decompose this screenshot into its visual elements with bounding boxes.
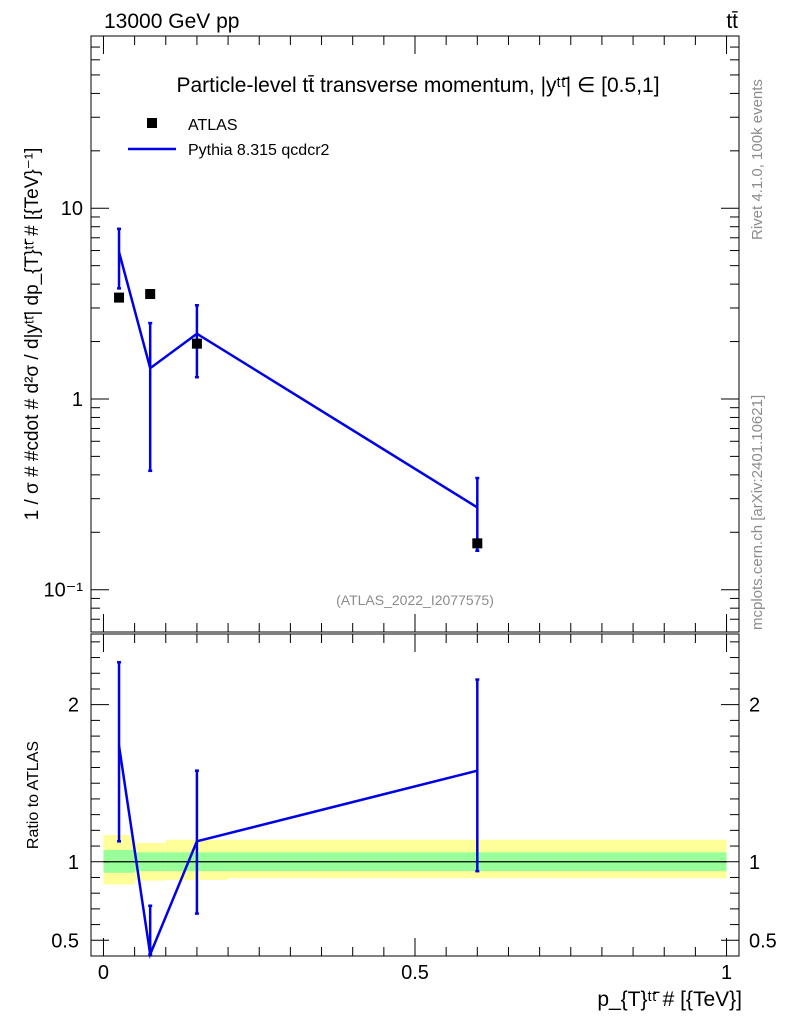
ratio-y-tick-label-left: 1	[68, 852, 79, 874]
x-axis-label: p_{T}ᵗᵗ̄ # [{TeV}]	[597, 988, 742, 1011]
ratio-plot-marks	[117, 661, 480, 960]
analysis-id: (ATLAS_2022_I2077575)	[336, 592, 494, 608]
ratio-frame	[90, 633, 740, 957]
ratio-tick-marks	[91, 634, 739, 957]
atlas-data-point	[191, 338, 202, 349]
ratio-y-tick-label-right: 1	[749, 852, 760, 874]
main-y-tick-label: 10⁻¹	[44, 580, 84, 602]
process-label: tt̄	[726, 10, 738, 33]
energy-label: 13000 GeV pp	[104, 10, 239, 33]
main-plot-marks	[114, 227, 483, 553]
mc-series-line	[117, 251, 478, 509]
ratio-panel: 0.5 0.5 1 1 2 2 0 0.5 1 Ratio to ATLAS p_{T}ᵗᵗ̄ …	[25, 633, 777, 1011]
ratio-y-tick-label-right: 2	[749, 695, 760, 717]
ratio-x-tick-label: 0.5	[401, 962, 429, 984]
ratio-y-axis-label: Ratio to ATLAS	[25, 741, 42, 849]
main-y-tick-label: 10	[61, 198, 83, 220]
legend-pythia-label: Pythia 8.315 qcdcr2	[188, 142, 330, 159]
main-y-tick-label: 1	[72, 389, 83, 411]
legend: ATLAS Pythia 8.315 qcdcr2	[128, 117, 330, 159]
main-panel: 10⁻¹ 1 10 Particle-level tt̄ transverse mo…	[22, 35, 740, 633]
ratio-y-tick-label-left: 0.5	[51, 930, 79, 952]
atlas-data-point	[114, 292, 125, 303]
ratio-series-line	[117, 745, 478, 960]
ratio-y-tick-label-right: 0.5	[749, 930, 777, 952]
mcplots-label: mcplots.cern.ch [arXiv:2401.10621]	[749, 395, 766, 630]
main-y-axis-label: 1 / σ # #cdot # d²σ / d|yᵗᵗ̄| dp_{T}ᵗᵗ̄ …	[22, 148, 43, 521]
legend-atlas-marker	[147, 118, 157, 128]
legend-atlas-label: ATLAS	[188, 117, 238, 134]
ratio-y-tick-label-left: 2	[68, 695, 79, 717]
rivet-label: Rivet 4.1.0, 100k events	[749, 79, 766, 240]
atlas-data-point	[145, 289, 156, 300]
ratio-tick-labels: 0.5 0.5 1 1 2 2 0 0.5 1	[51, 695, 777, 984]
ratio-x-tick-label: 0	[98, 962, 109, 984]
ratio-x-tick-label: 1	[721, 962, 732, 984]
atlas-data-point	[472, 538, 483, 549]
plot-title: Particle-level tt̄ transverse momentum, …	[176, 74, 659, 97]
main-tick-marks	[91, 35, 739, 633]
main-tick-labels: 10⁻¹ 1 10	[44, 198, 84, 601]
